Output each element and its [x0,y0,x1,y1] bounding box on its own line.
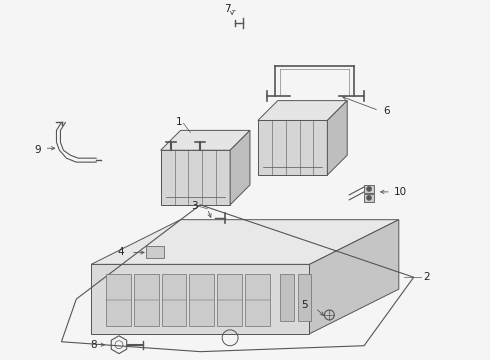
Text: 6: 6 [383,105,390,116]
Bar [190,274,214,326]
Bar [146,247,164,258]
Text: 8: 8 [91,340,97,350]
Circle shape [367,195,371,201]
Text: 5: 5 [301,300,308,310]
Text: 2: 2 [424,272,430,282]
Bar [106,274,131,326]
Polygon shape [327,100,347,175]
Bar [280,274,294,321]
Polygon shape [258,100,347,121]
Bar [364,194,374,202]
Bar [162,274,187,326]
Text: 7: 7 [224,4,231,14]
Bar [364,185,374,193]
Text: 4: 4 [117,247,124,257]
Polygon shape [258,121,327,175]
Polygon shape [91,220,399,264]
Polygon shape [161,130,250,150]
Text: 10: 10 [394,187,407,197]
Polygon shape [310,220,399,334]
Text: 3: 3 [191,201,197,211]
Bar [217,274,242,326]
Polygon shape [91,264,310,334]
Bar [134,274,159,326]
Polygon shape [161,150,230,205]
Text: 9: 9 [35,145,41,155]
Polygon shape [230,130,250,205]
Circle shape [367,186,371,192]
Bar [245,274,270,326]
Bar [297,274,312,321]
Text: 1: 1 [175,117,182,127]
